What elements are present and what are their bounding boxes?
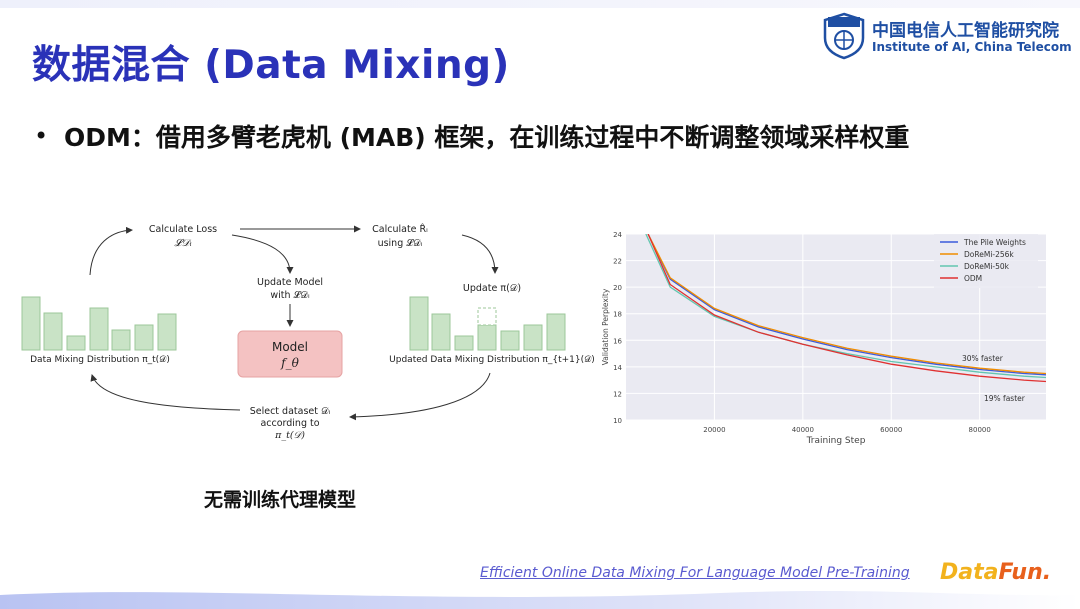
perplexity-chart: 10 12 14 16 18 20 22 24 20000 40000 60000 80000 Th… — [601, 231, 1046, 446]
page-title: 数据混合 (Data Mixing) — [32, 43, 510, 88]
annotation-30-faster: 30% faster — [962, 354, 1004, 363]
institute-logo: 中国电信人工智能研究院 Institute of AI, China Telec… — [822, 12, 1074, 64]
chart-series-lines — [645, 234, 1046, 383]
y-tick-label: 24 — [613, 231, 622, 239]
pi-t-label: π_t(𝒟) — [274, 430, 305, 441]
series-line-1 — [647, 234, 1046, 375]
y-tick-label: 16 — [613, 337, 622, 345]
chart-x-label: Training Step — [806, 436, 866, 446]
legend-label: DoReMi-256k — [964, 250, 1014, 259]
bullet-dot-icon: • — [34, 122, 49, 150]
select-dataset-label: Select dataset 𝒟ᵢ — [250, 406, 331, 417]
logo-en-text: Institute of AI, China Telecom — [872, 40, 1072, 54]
arrow-r-to-update — [461, 234, 499, 274]
odm-diagram: Data Mixing Distribution π_t(𝒟) Updated … — [21, 223, 595, 441]
calc-loss-label: Calculate Loss — [149, 224, 217, 235]
legend-label: ODM — [964, 274, 982, 283]
according-to-label: according to — [260, 418, 319, 429]
calc-r-label: Calculate R̂ᵢ — [372, 223, 428, 235]
legend-label: DoReMi-50k — [964, 262, 1010, 271]
calc-r-using-label: using 𝓛𝒟ᵢ — [378, 237, 423, 249]
legend-box — [934, 234, 1038, 288]
chart-y-label: Validation Perplexity — [601, 288, 610, 365]
x-tick-label: 80000 — [969, 426, 991, 434]
brand-part-a: Data — [940, 560, 999, 585]
bullet-text: ODM：借用多臂老虎机 (MAB) 框架，在训练过程中不断调整领域采样权重 — [64, 123, 910, 152]
legend-label: The Pile Weights — [963, 238, 1026, 247]
series-line-3 — [647, 234, 1046, 383]
y-tick-label: 18 — [613, 311, 622, 319]
datafun-logo: DataFun. — [940, 560, 1051, 585]
top-band — [0, 0, 1080, 8]
y-tick-label: 14 — [613, 364, 622, 372]
right-distribution-bars — [409, 296, 566, 351]
arrow-dist-to-loss — [89, 226, 133, 276]
y-tick-label: 20 — [613, 284, 622, 292]
update-model-label: Update Model — [257, 277, 323, 288]
x-tick-label: 60000 — [880, 426, 902, 434]
chart-legend: The Pile Weights DoReMi-256k DoReMi-50k ODM — [934, 234, 1038, 288]
left-dist-label: Data Mixing Distribution π_t(𝒟) — [30, 355, 170, 365]
x-tick-label: 20000 — [703, 426, 725, 434]
arrow-right-to-select — [349, 372, 491, 421]
shield-icon — [823, 12, 865, 60]
model-symbol: f_θ — [280, 356, 299, 370]
arrow-select-to-left — [90, 374, 241, 411]
series-line-2 — [645, 234, 1046, 379]
chart-x-ticks: 20000 40000 60000 80000 — [703, 426, 991, 434]
x-tick-label: 40000 — [792, 426, 814, 434]
chart-y-ticks: 10 12 14 16 18 20 22 24 — [613, 231, 622, 425]
update-model-with-label: with 𝓛𝒟ᵢ — [270, 289, 310, 301]
arrow-loss-to-update-model — [231, 234, 294, 274]
paper-link[interactable]: Efficient Online Data Mixing For Languag… — [480, 565, 910, 581]
left-distribution-bars — [21, 296, 177, 351]
y-tick-label: 12 — [613, 390, 622, 398]
update-pi-label: Update π(𝒟) — [463, 283, 521, 294]
model-box — [237, 330, 343, 378]
model-label: Model — [272, 340, 308, 354]
bottom-wave — [0, 591, 1080, 609]
y-tick-label: 10 — [613, 417, 622, 425]
chart-grid — [626, 233, 1046, 421]
brand-part-b: Fun. — [998, 560, 1052, 585]
diagram-caption: 无需训练代理模型 — [204, 489, 357, 511]
annotation-19-faster: 19% faster — [984, 394, 1026, 403]
calc-loss-math: 𝓛𝒟ᵢ — [174, 238, 191, 249]
right-dist-label: Updated Data Mixing Distribution π_{t+1}… — [389, 355, 595, 365]
series-line-0 — [647, 234, 1046, 376]
y-tick-label: 22 — [613, 258, 622, 266]
logo-cn-text: 中国电信人工智能研究院 — [872, 21, 1059, 41]
